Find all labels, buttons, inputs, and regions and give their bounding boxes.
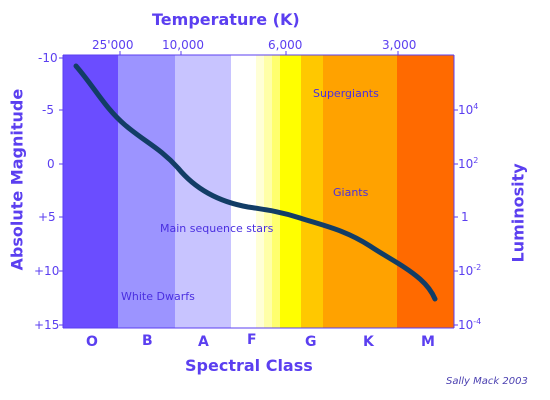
luminosity-tick-exponent: -2 xyxy=(473,263,482,272)
band-F-white xyxy=(231,55,256,328)
luminosity-tick-label: 102 xyxy=(458,156,479,172)
luminosity-tick-base: 10 xyxy=(458,264,474,278)
luminosity-tick-base: 10 xyxy=(458,318,474,332)
luminosity-tick-base: 10 xyxy=(458,103,474,117)
right-ticks xyxy=(454,109,458,326)
spectral-class-label-G: G xyxy=(305,334,317,350)
spectral-class-label-B: B xyxy=(142,333,153,349)
left-ticks xyxy=(59,57,63,326)
stellar-sequence-curve xyxy=(73,63,438,302)
band-F-1 xyxy=(256,55,264,328)
spectral-class-axis-title: Spectral Class xyxy=(185,356,313,375)
luminosity-tick-base: 1 xyxy=(461,210,469,224)
spectral-bands xyxy=(63,55,454,328)
luminosity-axis-title: Luminosity xyxy=(508,163,528,263)
main-sequence-label: Main sequence stars xyxy=(160,222,274,235)
spectral-class-label-O: O xyxy=(86,334,98,350)
luminosity-tick-label: 10-2 xyxy=(458,263,482,279)
magnitude-tick-label: +15 xyxy=(34,318,60,332)
spectral-class-label-K: K xyxy=(363,334,374,350)
magnitude-tick-label: -10 xyxy=(38,51,58,65)
band-F-2 xyxy=(264,55,272,328)
axes xyxy=(62,54,455,329)
giants-label: Giants xyxy=(333,186,369,199)
temperature-tick-label: 10,000 xyxy=(162,38,204,52)
spectral-class-label-M: M xyxy=(421,334,435,350)
band-O xyxy=(63,55,118,328)
spectral-class-label-F: F xyxy=(247,332,257,348)
white-dwarfs-label: White Dwarfs xyxy=(121,290,195,303)
magnitude-tick-label: +5 xyxy=(38,210,56,224)
luminosity-tick-exponent: 4 xyxy=(473,102,479,111)
supergiants-label: Supergiants xyxy=(313,87,379,100)
luminosity-tick-base: 10 xyxy=(458,157,474,171)
luminosity-tick-exponent: -4 xyxy=(473,317,482,326)
temperature-tick-label: 25'000 xyxy=(92,38,134,52)
luminosity-tick-label: 10-4 xyxy=(458,317,482,333)
temperature-tick-label: 6,000 xyxy=(268,38,303,52)
luminosity-tick-label: 1 xyxy=(461,210,469,224)
luminosity-tick-exponent: 2 xyxy=(473,156,479,165)
band-B xyxy=(118,55,175,328)
author-credit: Sally Mack 2003 xyxy=(446,376,528,387)
temperature-tick-label: 3,000 xyxy=(382,38,417,52)
top-ticks xyxy=(119,51,399,55)
band-G xyxy=(301,55,323,328)
band-F-3 xyxy=(272,55,280,328)
temperature-axis-title: Temperature (K) xyxy=(152,10,300,29)
band-F-4 xyxy=(280,55,301,328)
luminosity-tick-label: 104 xyxy=(458,102,479,118)
magnitude-tick-label: -5 xyxy=(42,103,54,117)
band-K xyxy=(323,55,397,328)
magnitude-tick-label: +10 xyxy=(34,264,60,278)
magnitude-tick-label: 0 xyxy=(47,157,55,171)
spectral-class-label-A: A xyxy=(198,334,209,350)
absolute-magnitude-axis-title: Absolute Magnitude xyxy=(7,88,27,271)
